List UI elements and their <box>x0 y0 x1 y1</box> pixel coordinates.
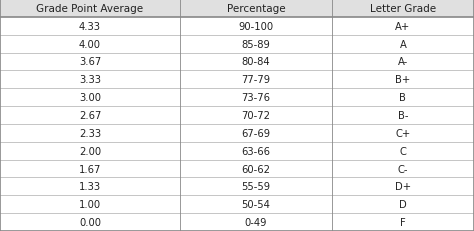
Bar <box>332 178 474 195</box>
Text: 3.00: 3.00 <box>79 93 101 103</box>
Text: 3.33: 3.33 <box>79 75 101 85</box>
Bar <box>0 195 180 213</box>
Bar <box>332 71 474 89</box>
Text: C+: C+ <box>395 128 410 138</box>
Bar <box>180 213 332 231</box>
Bar <box>0 89 180 107</box>
Bar <box>332 53 474 71</box>
Text: 1.33: 1.33 <box>79 182 101 191</box>
Bar <box>332 142 474 160</box>
Bar <box>0 71 180 89</box>
Text: A-: A- <box>398 57 408 67</box>
Bar <box>180 36 332 53</box>
Bar <box>0 142 180 160</box>
Text: D: D <box>399 199 407 209</box>
Text: 60-62: 60-62 <box>241 164 271 174</box>
Bar <box>0 107 180 124</box>
Text: B+: B+ <box>395 75 410 85</box>
Bar <box>332 107 474 124</box>
Text: Letter Grade: Letter Grade <box>370 4 436 14</box>
Text: 1.00: 1.00 <box>79 199 101 209</box>
Text: Grade Point Average: Grade Point Average <box>36 4 144 14</box>
Text: 0.00: 0.00 <box>79 217 101 227</box>
Text: F: F <box>400 217 406 227</box>
Text: 90-100: 90-100 <box>238 22 273 32</box>
Bar <box>180 18 332 36</box>
Text: 73-76: 73-76 <box>241 93 271 103</box>
Bar <box>180 53 332 71</box>
Text: A+: A+ <box>395 22 410 32</box>
Text: 67-69: 67-69 <box>241 128 271 138</box>
Text: 3.67: 3.67 <box>79 57 101 67</box>
Bar <box>0 0 180 18</box>
Bar <box>332 195 474 213</box>
Text: 1.67: 1.67 <box>79 164 101 174</box>
Bar <box>0 213 180 231</box>
Bar <box>180 124 332 142</box>
Bar <box>180 142 332 160</box>
Bar <box>332 0 474 18</box>
Text: B-: B- <box>398 110 408 121</box>
Bar <box>180 195 332 213</box>
Text: 80-84: 80-84 <box>242 57 270 67</box>
Bar <box>332 160 474 178</box>
Text: 4.33: 4.33 <box>79 22 101 32</box>
Bar <box>332 89 474 107</box>
Bar <box>0 160 180 178</box>
Text: 2.00: 2.00 <box>79 146 101 156</box>
Text: 0-49: 0-49 <box>245 217 267 227</box>
Text: Percentage: Percentage <box>227 4 285 14</box>
Bar <box>0 124 180 142</box>
Text: A: A <box>400 40 406 49</box>
Bar <box>0 36 180 53</box>
Bar <box>332 36 474 53</box>
Bar <box>180 0 332 18</box>
Bar <box>332 124 474 142</box>
Text: 4.00: 4.00 <box>79 40 101 49</box>
Text: C: C <box>400 146 406 156</box>
Text: 55-59: 55-59 <box>241 182 271 191</box>
Text: C-: C- <box>398 164 408 174</box>
Text: 2.67: 2.67 <box>79 110 101 121</box>
Bar <box>332 213 474 231</box>
Bar <box>0 18 180 36</box>
Text: 77-79: 77-79 <box>241 75 271 85</box>
Text: 2.33: 2.33 <box>79 128 101 138</box>
Text: 85-89: 85-89 <box>242 40 270 49</box>
Bar <box>180 71 332 89</box>
Bar <box>332 18 474 36</box>
Text: 70-72: 70-72 <box>241 110 271 121</box>
Bar <box>180 107 332 124</box>
Bar <box>0 178 180 195</box>
Bar <box>180 89 332 107</box>
Text: D+: D+ <box>395 182 411 191</box>
Bar <box>180 178 332 195</box>
Text: 50-54: 50-54 <box>242 199 270 209</box>
Text: 63-66: 63-66 <box>241 146 271 156</box>
Text: B: B <box>400 93 406 103</box>
Bar <box>0 53 180 71</box>
Bar <box>180 160 332 178</box>
